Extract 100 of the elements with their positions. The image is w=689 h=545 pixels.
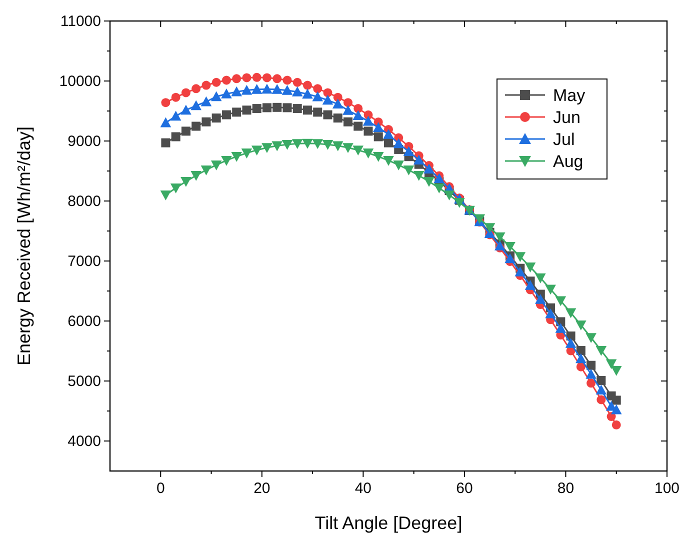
point — [171, 92, 180, 102]
point — [352, 146, 364, 156]
x-tick-label: 80 — [557, 480, 574, 497]
point — [514, 266, 526, 276]
x-tick-label: 60 — [456, 480, 473, 497]
point — [221, 156, 232, 166]
point — [364, 126, 373, 136]
point — [610, 366, 622, 376]
point — [343, 98, 352, 108]
point — [272, 74, 282, 84]
point — [262, 84, 272, 94]
point — [170, 183, 182, 194]
point — [332, 98, 344, 109]
point — [202, 117, 211, 126]
point — [494, 232, 506, 242]
point — [524, 262, 536, 272]
point — [231, 86, 242, 96]
point — [606, 359, 617, 370]
point — [313, 84, 322, 94]
point — [586, 360, 596, 370]
point — [323, 110, 332, 120]
point — [160, 190, 172, 200]
point — [504, 242, 516, 252]
point — [333, 114, 342, 123]
point — [332, 141, 344, 152]
point — [424, 177, 434, 187]
point — [192, 122, 201, 131]
point — [292, 86, 303, 96]
point — [302, 80, 312, 90]
point — [322, 94, 334, 105]
point — [302, 138, 313, 149]
point — [372, 152, 384, 162]
point — [181, 88, 190, 98]
point — [413, 171, 424, 181]
point — [535, 273, 546, 284]
point — [262, 73, 272, 82]
point — [555, 296, 566, 306]
point — [272, 141, 282, 152]
point — [322, 140, 334, 150]
legend-label: May — [553, 86, 586, 105]
point — [484, 223, 496, 233]
point — [262, 143, 272, 154]
point — [282, 140, 293, 150]
point — [354, 122, 363, 131]
point — [252, 72, 262, 82]
legend-label: Jul — [553, 130, 575, 149]
point — [383, 128, 394, 139]
point — [282, 76, 292, 85]
point — [323, 88, 332, 98]
point — [181, 126, 190, 136]
y-tick-label: 5000 — [68, 373, 101, 390]
y-tick-label: 7000 — [68, 253, 101, 270]
point — [292, 139, 303, 150]
point — [171, 132, 180, 142]
point — [434, 173, 445, 184]
point — [161, 98, 170, 108]
point — [210, 91, 222, 102]
y-tick-label: 11000 — [60, 13, 101, 30]
point — [242, 73, 252, 82]
y-tick-label: 9000 — [68, 133, 101, 150]
point — [210, 160, 222, 170]
point — [292, 104, 302, 114]
point — [514, 252, 526, 262]
point — [586, 333, 596, 344]
point — [612, 420, 621, 430]
point — [272, 102, 282, 112]
point — [555, 322, 566, 333]
point — [545, 308, 556, 318]
point — [612, 396, 621, 405]
x-tick-label: 20 — [254, 480, 270, 497]
point — [242, 106, 252, 115]
point — [302, 88, 313, 99]
point — [252, 104, 262, 114]
point — [342, 105, 354, 115]
point — [596, 384, 607, 395]
point — [576, 320, 586, 330]
y-tick-label: 10000 — [59, 73, 101, 90]
legend-label: Aug — [553, 152, 584, 171]
point — [403, 146, 414, 156]
point — [586, 368, 596, 379]
point — [222, 110, 231, 120]
point — [596, 395, 606, 404]
point — [586, 378, 596, 388]
point — [282, 84, 293, 95]
point — [272, 84, 282, 94]
point — [610, 404, 622, 414]
point — [362, 116, 374, 126]
x-tick-label: 40 — [354, 480, 372, 497]
point — [312, 139, 324, 150]
point — [393, 138, 404, 148]
point — [232, 108, 242, 117]
point — [232, 74, 242, 84]
point — [372, 122, 384, 132]
point — [212, 78, 221, 87]
point — [231, 152, 242, 162]
point — [504, 253, 516, 264]
point — [241, 148, 252, 158]
point — [160, 117, 172, 128]
point — [434, 183, 445, 194]
point — [576, 346, 586, 356]
